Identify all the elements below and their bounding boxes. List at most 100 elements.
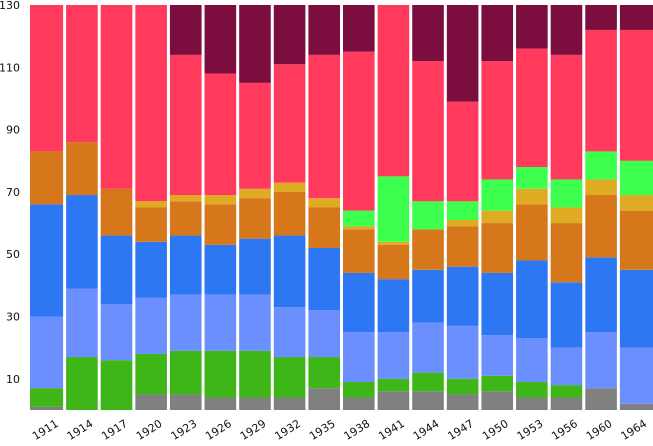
- bar-segment-1911-s4: [30, 151, 64, 205]
- y-tick-label: 90: [6, 124, 20, 137]
- x-tick-label: 1923: [169, 417, 200, 443]
- bar-segment-1938-s2: [343, 332, 375, 382]
- bar-segment-1920-s2: [135, 297, 167, 354]
- bar-segment-1932-s8: [273, 5, 306, 65]
- bar-segment-1926-s0: [204, 397, 237, 410]
- x-tick-label: 1938: [342, 417, 373, 443]
- bar-segment-1941-s7: [377, 5, 410, 177]
- bar-segment-1938-s4: [343, 229, 375, 273]
- y-tick-label: 110: [0, 61, 20, 74]
- y-tick-label: 50: [6, 248, 20, 261]
- x-tick-label: 1932: [272, 417, 303, 443]
- bar-segment-1929-s1: [239, 350, 271, 398]
- x-tick-label: 1956: [549, 417, 580, 443]
- x-tick-label: 1920: [134, 417, 165, 443]
- bar-segment-1923-s4: [169, 201, 202, 236]
- bar-segment-1950-s4: [481, 223, 514, 273]
- bar-segment-1941-s2: [377, 332, 410, 379]
- bar-segment-1944-s0: [412, 391, 444, 410]
- bar-segment-1920-s1: [135, 353, 167, 395]
- bar-segment-1953-s6: [516, 167, 548, 189]
- y-axis: 10 30 50 70 90 110 130: [0, 0, 20, 386]
- bar-segment-1917-s3: [100, 235, 133, 305]
- x-tick-label: 1914: [65, 417, 96, 443]
- bar-segment-1947-s8: [446, 5, 479, 102]
- bar-segment-1938-s0: [343, 397, 375, 410]
- bar-segment-1941-s6: [377, 176, 410, 242]
- bar-segment-1935-s4: [308, 207, 340, 248]
- bar-segment-1938-s1: [343, 381, 375, 398]
- bar-segment-1953-s4: [516, 204, 548, 261]
- bar-segment-1953-s2: [516, 338, 548, 382]
- bar-segment-1950-s5: [481, 210, 514, 224]
- bar-segment-1938-s6: [343, 210, 375, 227]
- bar-segment-1964-s0: [619, 403, 653, 410]
- bar-segment-1926-s1: [204, 350, 237, 398]
- bar-segment-1932-s2: [273, 307, 306, 358]
- y-tick-label: 10: [6, 373, 20, 386]
- bar-segment-1944-s7: [412, 61, 444, 202]
- bar-segment-1923-s3: [169, 235, 202, 295]
- bar-segment-1920-s5: [135, 201, 167, 208]
- bar-segment-1941-s5: [377, 241, 410, 245]
- x-tick-label: 1950: [480, 417, 511, 443]
- bar-segment-1932-s7: [273, 64, 306, 183]
- bar-segment-1964-s8: [619, 5, 653, 30]
- bar-segment-1956-s8: [550, 5, 583, 55]
- bar-segment-1956-s1: [550, 385, 583, 398]
- bar-segment-1914-s4: [66, 142, 98, 196]
- bar-segment-1929-s3: [239, 238, 271, 295]
- bar-segment-1960-s6: [585, 151, 617, 180]
- bar-segment-1956-s0: [550, 397, 583, 410]
- bar-segment-1950-s3: [481, 272, 514, 336]
- bar-segment-1953-s3: [516, 260, 548, 339]
- bar-segment-1923-s5: [169, 195, 202, 202]
- bar-segment-1926-s7: [204, 73, 237, 196]
- bar-segment-1960-s7: [585, 29, 617, 152]
- bar-segment-1923-s2: [169, 294, 202, 351]
- bar-segment-1950-s8: [481, 5, 514, 62]
- bar-segment-1929-s4: [239, 198, 271, 239]
- bar-segment-1950-s0: [481, 391, 514, 410]
- bar-segment-1953-s0: [516, 397, 548, 410]
- bar-segment-1929-s5: [239, 188, 271, 199]
- bar-segment-1938-s3: [343, 272, 375, 333]
- bar-segment-1941-s0: [377, 391, 410, 410]
- x-tick-label: 1929: [238, 417, 269, 443]
- bar-segment-1956-s3: [550, 282, 583, 348]
- bar-segment-1911-s2: [30, 316, 64, 389]
- bar-segment-1929-s8: [239, 5, 271, 83]
- bar-segment-1911-s7: [30, 5, 64, 152]
- bar-segment-1956-s6: [550, 179, 583, 208]
- bar-segment-1944-s2: [412, 322, 444, 373]
- bar-segment-1935-s5: [308, 198, 340, 208]
- bar-segment-1938-s8: [343, 5, 375, 52]
- bar-segment-1941-s4: [377, 244, 410, 280]
- bar-segment-1944-s3: [412, 269, 444, 323]
- bar-segment-1929-s2: [239, 294, 271, 351]
- bar-segment-1960-s3: [585, 257, 617, 333]
- bar-segment-1935-s7: [308, 54, 340, 199]
- bar-segment-1953-s1: [516, 381, 548, 398]
- bar-segment-1947-s3: [446, 266, 479, 326]
- bar-segment-1964-s4: [619, 210, 653, 270]
- bar-segment-1935-s3: [308, 248, 340, 311]
- bar-segment-1929-s0: [239, 397, 271, 410]
- bar-segment-1920-s0: [135, 394, 167, 410]
- bar-segment-1960-s5: [585, 179, 617, 196]
- bar-segment-1960-s2: [585, 332, 617, 389]
- bar-segment-1911-s0: [30, 406, 64, 410]
- bar-segment-1964-s3: [619, 269, 653, 348]
- bar-segment-1941-s1: [377, 378, 410, 392]
- bar-segment-1950-s6: [481, 179, 514, 211]
- bar-segment-1932-s5: [273, 182, 306, 192]
- bar-segment-1920-s4: [135, 207, 167, 242]
- bar-segment-1947-s7: [446, 101, 479, 202]
- bar-segment-1947-s5: [446, 219, 479, 227]
- bar-segment-1923-s8: [169, 5, 202, 55]
- bar-segment-1941-s3: [377, 279, 410, 333]
- bars-group: [30, 5, 653, 410]
- bar-segment-1923-s7: [169, 54, 202, 196]
- bar-segment-1917-s1: [100, 360, 133, 410]
- bar-segment-1947-s4: [446, 226, 479, 267]
